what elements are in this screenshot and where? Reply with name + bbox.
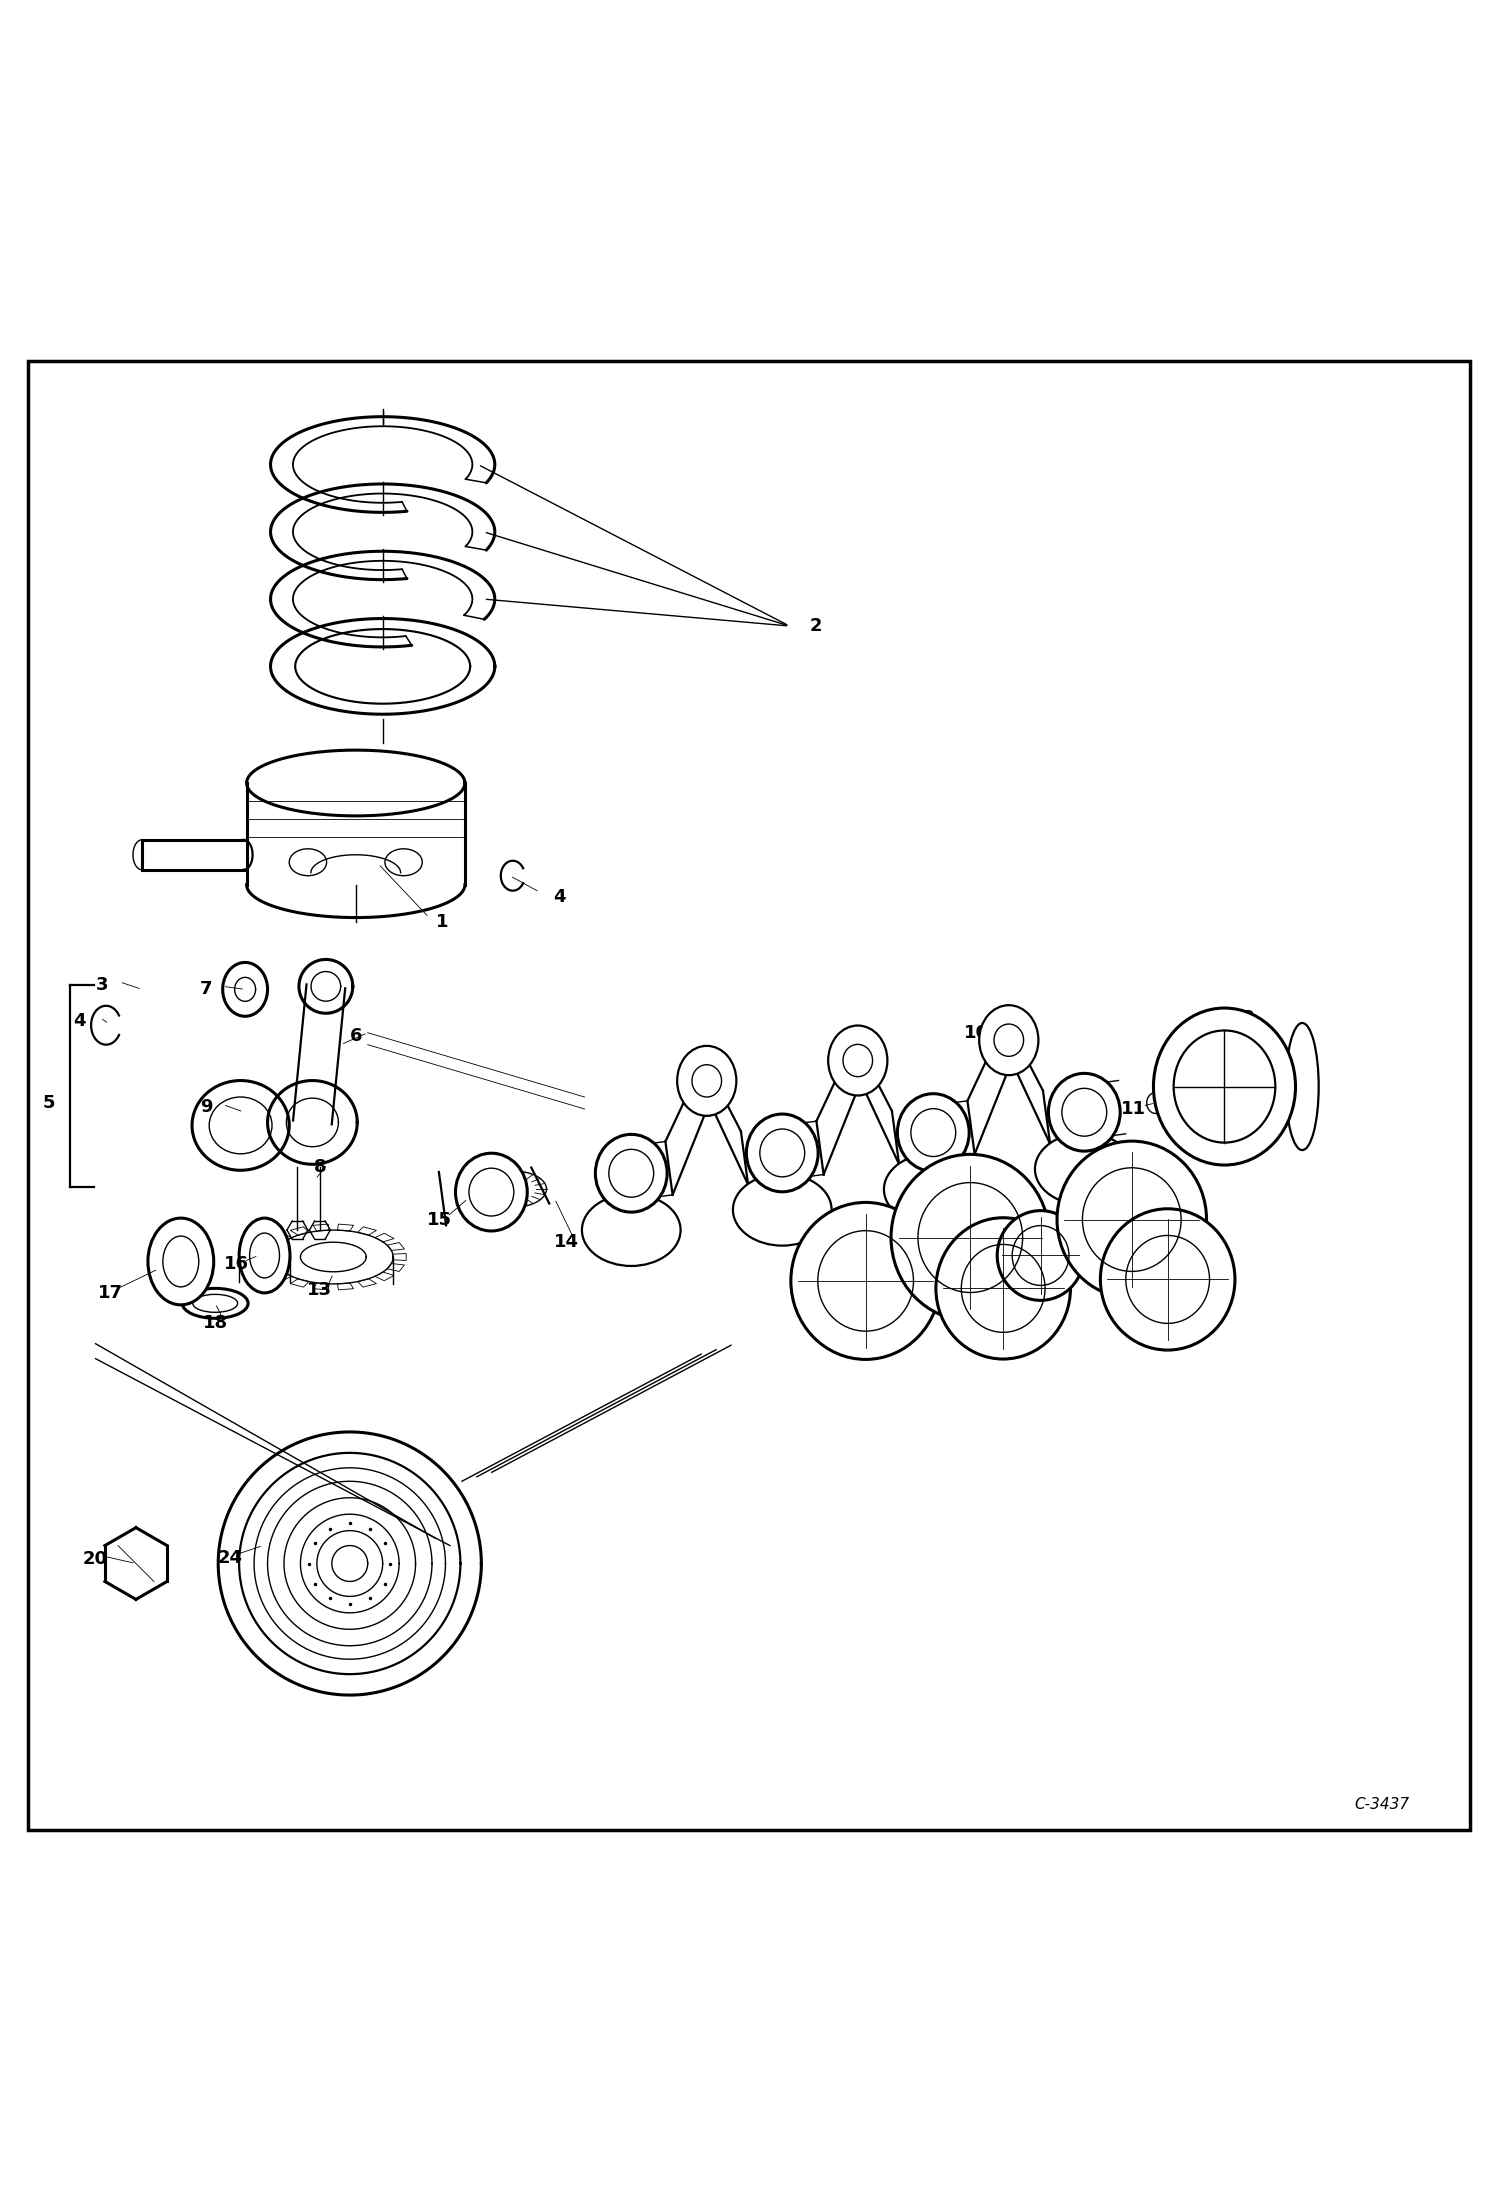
Text: 10: 10 bbox=[963, 1025, 989, 1042]
Ellipse shape bbox=[455, 1154, 527, 1231]
Text: 7: 7 bbox=[201, 981, 213, 998]
Ellipse shape bbox=[1173, 1031, 1275, 1143]
Ellipse shape bbox=[884, 1154, 983, 1224]
Text: 11: 11 bbox=[1121, 1099, 1146, 1119]
Text: 14: 14 bbox=[554, 1233, 580, 1251]
Text: 17: 17 bbox=[97, 1283, 123, 1301]
Text: 19: 19 bbox=[1025, 1259, 1050, 1277]
Ellipse shape bbox=[897, 1095, 969, 1172]
Ellipse shape bbox=[891, 1154, 1050, 1321]
Ellipse shape bbox=[677, 1047, 737, 1117]
Ellipse shape bbox=[1285, 1022, 1318, 1150]
Ellipse shape bbox=[1058, 1141, 1206, 1299]
Text: 4: 4 bbox=[553, 889, 565, 906]
Text: 23: 23 bbox=[993, 1297, 1019, 1316]
Ellipse shape bbox=[1153, 1007, 1296, 1165]
Text: 24: 24 bbox=[217, 1549, 243, 1567]
Text: 21: 21 bbox=[852, 1301, 876, 1321]
Text: 12: 12 bbox=[1231, 1009, 1257, 1027]
Text: 8: 8 bbox=[313, 1158, 327, 1176]
Text: 13: 13 bbox=[307, 1281, 333, 1299]
Ellipse shape bbox=[240, 1218, 291, 1292]
Ellipse shape bbox=[746, 1115, 818, 1191]
Ellipse shape bbox=[1101, 1209, 1234, 1349]
Text: 15: 15 bbox=[427, 1211, 452, 1229]
Text: 9: 9 bbox=[201, 1099, 213, 1117]
Ellipse shape bbox=[828, 1025, 887, 1095]
Ellipse shape bbox=[1035, 1132, 1134, 1205]
Text: 20: 20 bbox=[82, 1549, 108, 1569]
Text: 18: 18 bbox=[202, 1314, 228, 1332]
Text: 3: 3 bbox=[96, 976, 108, 994]
Text: 6: 6 bbox=[349, 1027, 363, 1044]
Text: 23: 23 bbox=[1162, 1281, 1188, 1299]
Text: 16: 16 bbox=[223, 1255, 249, 1273]
Text: 22: 22 bbox=[968, 1215, 993, 1233]
Ellipse shape bbox=[791, 1202, 941, 1360]
Text: 22: 22 bbox=[1128, 1198, 1153, 1215]
Ellipse shape bbox=[581, 1194, 680, 1266]
Text: C-3437: C-3437 bbox=[1354, 1797, 1410, 1812]
Text: 2: 2 bbox=[810, 617, 822, 634]
Text: 4: 4 bbox=[73, 1011, 85, 1029]
Text: 1: 1 bbox=[436, 913, 449, 930]
Ellipse shape bbox=[148, 1218, 214, 1305]
Ellipse shape bbox=[595, 1134, 667, 1211]
Text: 5: 5 bbox=[43, 1095, 55, 1112]
Ellipse shape bbox=[936, 1218, 1071, 1358]
Ellipse shape bbox=[1049, 1073, 1121, 1152]
Ellipse shape bbox=[998, 1211, 1085, 1301]
Ellipse shape bbox=[980, 1005, 1038, 1075]
Ellipse shape bbox=[733, 1174, 831, 1246]
